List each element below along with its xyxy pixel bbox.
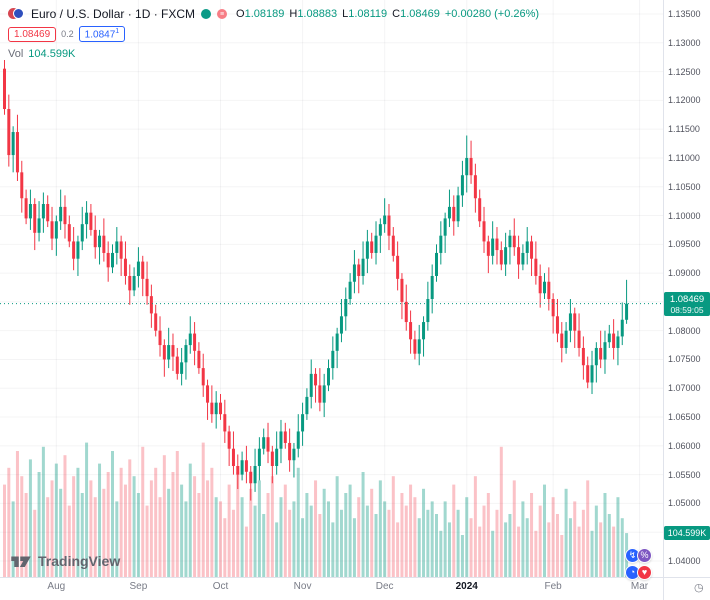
time-tick-label: Oct: [212, 581, 229, 592]
time-tick-label: Aug: [47, 581, 66, 592]
open-value: 1.08189: [244, 8, 285, 20]
close-value: 1.08469: [400, 8, 440, 20]
last-price-badge: 1.08469 08:59:05: [664, 291, 710, 316]
time-tick-label: Mar: [630, 581, 649, 592]
chart-legend: Euro / U.S. Dollar · 1D · FXCM ≡ O1.0818…: [8, 7, 539, 60]
time-tick-label: Feb: [544, 581, 562, 592]
price-tick-label: 1.11500: [668, 124, 700, 135]
time-tick-label: Dec: [375, 581, 394, 592]
volume-legend[interactable]: Vol 104.599K: [8, 48, 539, 60]
heart-icon[interactable]: ♥: [637, 565, 652, 580]
price-tick-label: 1.09500: [668, 239, 701, 250]
low-value: 1.08119: [348, 8, 388, 20]
price-tick-label: 1.09000: [668, 268, 701, 279]
low-label: L: [342, 8, 349, 20]
time-tick-label: Sep: [129, 581, 148, 592]
bar-countdown: 08:59:05: [670, 304, 704, 315]
last-price-value: 1.08469: [669, 293, 705, 305]
price-tick-label: 1.08000: [668, 325, 701, 336]
reaction-buttons: ↯ % ◔ ♥: [625, 546, 652, 580]
spread-value: 0.2: [61, 29, 74, 40]
symbol-title[interactable]: Euro / U.S. Dollar · 1D · FXCM: [31, 7, 196, 21]
ohlc-values: O1.08189 H1.08883 L1.08119 C1.08469 +0.0…: [236, 8, 539, 20]
price-axis[interactable]: 1.13500 1.13000 1.12500 1.12000 1.11500 1.110…: [664, 0, 710, 577]
high-value: 1.08883: [297, 8, 338, 20]
reaction-row: ◔ ♥: [625, 565, 652, 580]
tradingview-logo[interactable]: TradingView: [10, 552, 120, 570]
price-tick-label: 1.05000: [668, 498, 701, 509]
open-label: O: [236, 8, 245, 20]
volume-label: Vol: [8, 48, 24, 61]
clock-icon[interactable]: ◔: [625, 565, 640, 580]
change-value: +0.00280 (+0.26%): [444, 8, 540, 20]
buy-price-button[interactable]: 1.08471: [78, 26, 126, 43]
symbol-logo-icon[interactable]: [8, 8, 25, 20]
high-label: H: [289, 8, 298, 20]
percent-icon[interactable]: %: [637, 548, 652, 563]
timezone-clock-icon[interactable]: ◷: [694, 582, 704, 594]
price-tick-label: 1.07000: [668, 383, 701, 394]
time-tick-label: Nov: [293, 581, 312, 592]
price-tick-label: 1.06500: [668, 412, 701, 423]
tradingview-wordmark: TradingView: [38, 553, 121, 569]
price-tick-label: 1.07500: [668, 354, 701, 365]
buy-price-value: 1.0847: [84, 29, 116, 41]
reaction-row: ↯ %: [625, 548, 652, 563]
price-tick-label: 1.10000: [668, 210, 701, 221]
volume-value: 104.599K: [28, 48, 76, 61]
price-tick-label: 1.10500: [668, 181, 701, 192]
price-tick-label: 1.12500: [668, 66, 701, 77]
price-tick-label: 1.13000: [668, 37, 701, 48]
buy-price-superscript: 1: [115, 28, 120, 35]
volume-axis-badge: 104.599K: [664, 526, 710, 541]
price-tick-label: 1.12000: [668, 95, 701, 106]
legend-main-row: Euro / U.S. Dollar · 1D · FXCM ≡ O1.0818…: [8, 7, 539, 21]
price-tick-label: 1.04000: [668, 556, 701, 566]
tradingview-logo-icon: [11, 556, 31, 567]
price-tick-label: 1.13500: [668, 9, 701, 19]
time-axis[interactable]: Aug Sep Oct Nov Dec 2024 Feb Mar: [0, 579, 663, 600]
trade-buttons-row: 1.08469 0.2 1.08471: [8, 26, 539, 43]
price-tick-label: 1.11000: [668, 152, 700, 163]
price-tick-label: 1.06000: [668, 440, 701, 451]
sell-price-button[interactable]: 1.08469: [8, 26, 57, 42]
visibility-toggle-icon[interactable]: [201, 9, 212, 19]
price-tick-label: 1.05500: [668, 469, 701, 480]
legend-menu-icon[interactable]: ≡: [217, 9, 228, 19]
close-label: C: [392, 8, 401, 20]
time-tick-label: 2024: [455, 581, 478, 592]
